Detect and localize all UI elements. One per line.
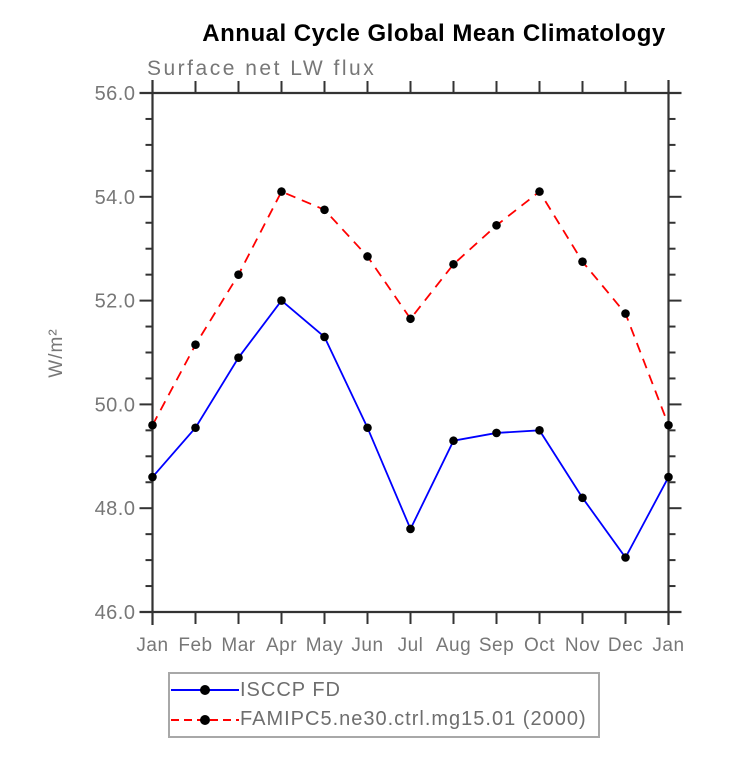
- chart-subtitle: Surface net LW flux: [147, 57, 377, 80]
- x-month-label: Sep: [479, 635, 514, 656]
- data-point-famipc5-aug-7: [449, 259, 458, 269]
- legend-label-famipc5: FAMIPC5.ne30.ctrl.mg15.01 (2000): [240, 708, 587, 731]
- chart-title: Annual Cycle Global Mean Climatology: [202, 20, 666, 47]
- data-point-isccp-fd-may-4: [320, 332, 329, 342]
- x-month-label: Apr: [266, 635, 297, 656]
- y-tick-label: 52.0: [95, 291, 136, 313]
- data-point-isccp-fd-oct-9: [535, 426, 544, 435]
- data-point-famipc5-may-4: [320, 205, 329, 215]
- data-point-isccp-fd-aug-7: [449, 436, 458, 446]
- series-line-famipc5: [151, 190, 670, 426]
- data-point-isccp-fd-sep-8: [492, 428, 501, 438]
- x-month-label: Nov: [565, 635, 600, 656]
- data-point-isccp-fd-mar-2: [234, 353, 243, 362]
- legend-swatch-dashed-line: [171, 714, 239, 725]
- data-point-isccp-fd-dec-11: [621, 553, 630, 562]
- data-point-isccp-fd-jan-0: [148, 472, 157, 482]
- y-tick-label: 48.0: [95, 498, 136, 520]
- x-month-label: Oct: [524, 635, 555, 656]
- y-tick-label: 46.0: [95, 602, 136, 624]
- data-point-famipc5-nov-10: [578, 257, 587, 266]
- y-tick-label: 56.0: [95, 83, 136, 105]
- legend: ISCCP FD FAMIPC5.ne30.ctrl.mg15.01 (2000…: [168, 672, 600, 738]
- x-month-label: May: [306, 635, 343, 656]
- x-month-label: Jan: [136, 635, 168, 656]
- data-point-famipc5-jan-12: [664, 420, 673, 430]
- x-month-label: Mar: [221, 635, 255, 656]
- x-month-label: Jul: [398, 635, 424, 656]
- y-tick-label: 54.0: [95, 187, 136, 209]
- data-point-famipc5-feb-1: [191, 340, 200, 350]
- legend-swatch-solid-line: [171, 685, 239, 696]
- x-month-label: Dec: [608, 635, 643, 656]
- data-point-famipc5-oct-9: [535, 187, 544, 196]
- x-month-label: Jun: [351, 635, 383, 656]
- legend-item-iscpp-fd: ISCCP FD: [170, 677, 598, 703]
- x-month-label: Jan: [652, 635, 684, 656]
- data-point-isccp-fd-feb-1: [191, 423, 200, 433]
- data-point-famipc5-jul-6: [406, 314, 415, 324]
- data-point-famipc5-apr-3: [277, 187, 286, 196]
- data-point-isccp-fd-apr-3: [277, 296, 286, 305]
- x-month-label: Feb: [178, 635, 212, 656]
- x-month-label: Aug: [436, 635, 471, 656]
- data-point-famipc5-jun-5: [363, 252, 372, 261]
- data-point-famipc5-dec-11: [621, 309, 630, 318]
- data-point-isccp-fd-jul-6: [406, 524, 415, 534]
- data-point-famipc5-jan-0: [148, 420, 157, 430]
- y-tick-label: 50.0: [95, 394, 136, 416]
- data-point-isccp-fd-jun-5: [363, 423, 372, 433]
- legend-label-iscpp-fd: ISCCP FD: [240, 678, 341, 701]
- data-point-famipc5-mar-2: [234, 270, 243, 279]
- legend-item-famipc5: FAMIPC5.ne30.ctrl.mg15.01 (2000): [170, 707, 598, 733]
- series-line-isccp-fd: [151, 299, 670, 560]
- data-point-isccp-fd-nov-10: [578, 493, 587, 503]
- data-point-famipc5-sep-8: [492, 221, 501, 230]
- data-point-isccp-fd-jan-12: [664, 472, 673, 482]
